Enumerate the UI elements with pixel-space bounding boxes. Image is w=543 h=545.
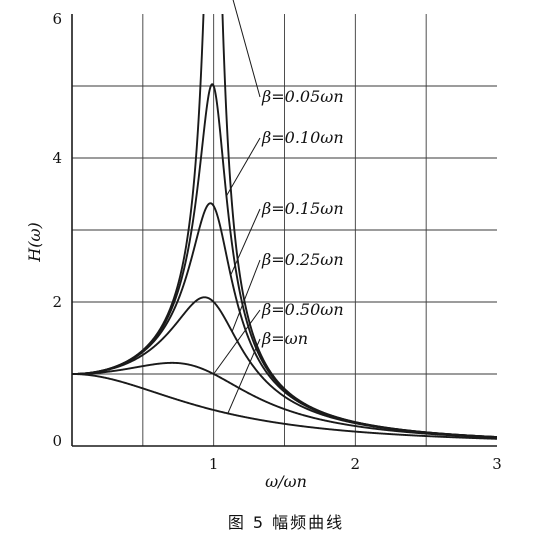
x-axis-label: ω/ωn [265,472,307,491]
curve-annotation-label: β=0.10ωn [261,128,344,147]
annotation-leader [230,208,261,276]
curve-annotation-label: β=0.15ωn [261,199,344,218]
curve-annotation-label: β=0.50ωn [261,300,344,319]
curve-annotation-label: β=0.05ωn [261,87,344,106]
annotation-leader [227,338,261,414]
x-tick-label: 3 [492,455,502,473]
curve-annotations: β=0.05ωn β=0.10ωn β=0.15ωn β=0.25ωn β=0.50ωn… [213,0,344,414]
annotation-leader [225,137,261,197]
figure-caption: 图 5 幅频曲线 [228,513,344,532]
x-tick-label: 2 [351,455,361,473]
y-tick-label: 4 [52,149,62,167]
curve-β=0.50ωn [72,361,497,439]
y-tick-label: 6 [52,10,62,28]
axes [71,14,497,447]
curve-annotation-label: β=0.25ωn [261,250,344,269]
curves [72,14,497,440]
y-tick-label: 0 [52,432,62,450]
tick-labels: 1 2 3 0 2 4 6 [52,10,501,473]
y-axis-label: H(ω) [25,222,44,262]
curve-annotation-label: β=ωn [261,329,308,348]
curve-β=0.25ωn [72,296,497,439]
annotation-leader [213,309,261,375]
curve-β=ωn [72,373,497,440]
x-tick-label: 1 [209,455,219,473]
grid [72,14,497,446]
y-tick-label: 2 [52,293,62,311]
annotation-leader [231,259,261,332]
annotation-leader [232,0,261,98]
